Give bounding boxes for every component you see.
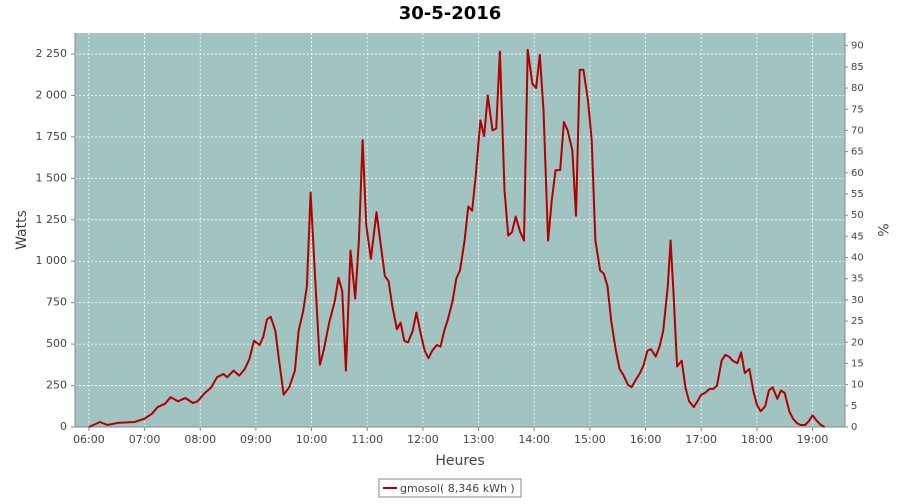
y-tick-label: 0 (60, 420, 67, 433)
y2-tick-label: 55 (851, 189, 864, 200)
y2-tick-label: 40 (851, 253, 864, 264)
y2-tick-label: 85 (851, 62, 864, 73)
y-tick-label: 2 250 (36, 47, 68, 60)
y2-tick-label: 50 (851, 210, 864, 221)
x-tick-label: 18:00 (741, 433, 773, 446)
y-tick-label: 750 (46, 296, 67, 309)
x-tick-label: 13:00 (463, 433, 495, 446)
y2-tick-label: 60 (851, 168, 864, 179)
y-axis-label: Watts (14, 210, 30, 250)
series-line (88, 48, 826, 428)
y2-tick-label: 0 (851, 422, 857, 433)
y2-axis-label: % (874, 223, 890, 236)
x-tick-label: 09:00 (240, 433, 272, 446)
y-tick-label: 250 (46, 379, 67, 392)
x-tick-label: 07:00 (129, 433, 161, 446)
y-tick-label: 1 000 (36, 254, 68, 267)
x-tick-label: 15:00 (574, 433, 606, 446)
y2-tick-label: 35 (851, 274, 864, 285)
chart-title: 30-5-2016 (399, 3, 502, 24)
y-tick-label: 1 250 (36, 213, 68, 226)
y2-tick-label: 10 (851, 380, 864, 391)
x-tick-label: 19:00 (797, 433, 829, 446)
plot-area (75, 33, 845, 427)
y2-tick-label: 30 (851, 295, 864, 306)
legend (378, 478, 522, 498)
y2-tick-label: 25 (851, 316, 864, 327)
x-tick-label: 16:00 (630, 433, 662, 446)
x-tick-label: 10:00 (296, 433, 328, 446)
x-tick-label: 06:00 (73, 433, 105, 446)
y2-tick-label: 70 (851, 125, 864, 136)
y2-tick-label: 90 (851, 41, 864, 52)
x-tick-label: 08:00 (184, 433, 216, 446)
x-tick-label: 12:00 (407, 433, 439, 446)
y2-tick-label: 5 (851, 401, 857, 412)
y2-tick-label: 20 (851, 337, 864, 348)
y2-tick-label: 80 (851, 83, 864, 94)
x-tick-label: 17:00 (685, 433, 717, 446)
legend-label: gmosol( 8,346 kWh ) (400, 482, 515, 495)
y2-tick-label: 65 (851, 147, 864, 158)
y-tick-label: 1 750 (36, 130, 68, 143)
x-tick-label: 14:00 (518, 433, 550, 446)
x-tick-label: 11:00 (351, 433, 383, 446)
y2-tick-label: 45 (851, 231, 864, 242)
y-tick-label: 500 (46, 337, 67, 350)
y-tick-label: 2 000 (36, 88, 68, 101)
y-tick-label: 1 500 (36, 171, 68, 184)
y2-tick-label: 75 (851, 104, 864, 115)
y2-tick-label: 15 (851, 358, 864, 369)
x-axis-label: Heures (435, 453, 484, 469)
